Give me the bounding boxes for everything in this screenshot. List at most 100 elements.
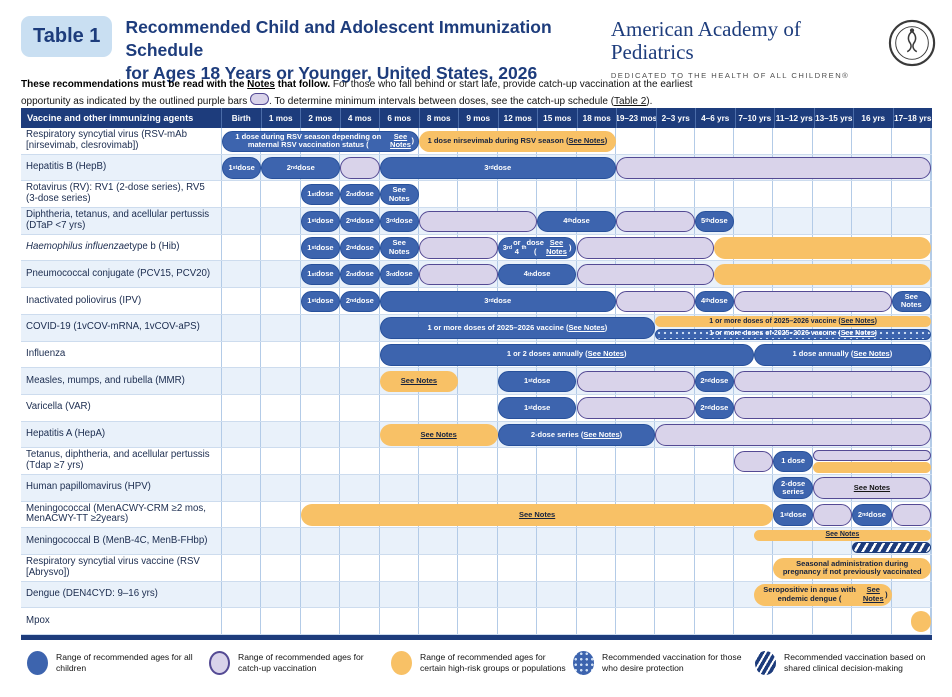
grid-cell	[695, 181, 735, 208]
grid-cell	[380, 474, 419, 501]
vaccine-name: Varicella (VAR)	[21, 394, 222, 421]
col-header: 15 mos	[538, 108, 578, 128]
table-row: Diphtheria, tetanus, and acellular pertu…	[21, 208, 932, 235]
grid-cell	[261, 608, 301, 635]
table-row: Meningococcal B (MenB-4C, MenB-FHbp) See …	[21, 528, 932, 555]
col-header: 17–18 yrs	[894, 113, 932, 123]
grid-cell	[380, 555, 419, 581]
grid-cell	[695, 581, 735, 608]
schedule-bar-purple	[418, 263, 498, 286]
grid-cell	[695, 555, 735, 581]
grid-cell	[616, 608, 656, 635]
grid-cell	[222, 581, 262, 608]
schedule-bar-blue: 2-dose series	[773, 477, 813, 499]
grid-cell	[655, 448, 695, 474]
grid-cell	[577, 474, 616, 501]
schedule-bar-blue: See Notes	[379, 183, 419, 206]
grid-cell	[813, 208, 853, 234]
grid-cell	[261, 181, 301, 208]
grid-cell	[222, 314, 262, 341]
grid-cell	[222, 208, 262, 234]
grid-cell	[734, 314, 774, 341]
grid-cell	[261, 341, 301, 368]
grid-cell	[498, 448, 538, 474]
grid-cell	[301, 448, 341, 474]
schedule-bar-orange: 1 or more doses of 2025–2026 vaccine (Se…	[655, 316, 931, 328]
grid-cell	[734, 528, 774, 554]
grid-cell	[498, 608, 538, 635]
grid-cell	[261, 528, 301, 554]
grid-cell	[498, 181, 538, 208]
grid-cell	[340, 368, 380, 394]
grid-cell	[852, 608, 892, 635]
grid-cell	[852, 208, 892, 234]
table-row: Influenza 1 or 2 doses annually (See Note…	[21, 341, 932, 369]
row-grid: 2-dose series See Notes	[222, 474, 932, 501]
grid-cell	[852, 448, 892, 474]
grid-cell	[655, 128, 695, 154]
grid-cell	[419, 555, 459, 581]
grid-cell	[340, 341, 380, 368]
grid-cell	[261, 581, 301, 608]
grid-cell	[301, 421, 341, 448]
legend-item: Recommended vaccination based on shared …	[755, 651, 934, 675]
intro-bold-text[interactable]: These recommendations must be read with …	[21, 79, 331, 90]
grid-cell	[380, 528, 419, 554]
schedule-bar-orange	[714, 237, 931, 259]
row-grid: 1 or 2 doses annually (See Notes) 1 dose …	[222, 341, 932, 368]
row-grid: See Notes	[222, 528, 932, 554]
table-number-badge: Table 1	[21, 16, 113, 57]
legend-item: Range of recommended ages for all childr…	[27, 651, 206, 675]
vaccine-name: Haemophilus influenzae type b (Hib)	[21, 234, 222, 261]
schedule-bar-blue: See Notes	[891, 290, 931, 313]
grid-cell	[261, 314, 301, 341]
table-row: Human papillomavirus (HPV) 2-dose series S…	[21, 474, 932, 502]
grid-cell	[301, 528, 341, 554]
grid-cell	[458, 474, 498, 501]
grid-cell	[458, 528, 498, 554]
grid-cell	[892, 448, 932, 474]
grid-cell	[892, 314, 932, 341]
grid-cell	[852, 128, 892, 154]
grid-cell	[773, 528, 813, 554]
vaccine-name: Hepatitis A (HepA)	[21, 421, 222, 448]
vaccine-name: Dengue (DEN4CYD: 9–16 yrs)	[21, 581, 222, 608]
vaccine-name: COVID-19 (1vCOV-mRNA, 1vCOV-aPS)	[21, 314, 222, 341]
age-column-headers: Birth 1 mos 2 mos 4 mos 6 mos 8 mos 9 mos 12 mo…	[222, 108, 932, 128]
table-header-row: Vaccine and other immunizing agents Birt…	[21, 108, 932, 128]
grid-cell	[655, 581, 695, 608]
grid-cell	[734, 474, 774, 501]
vaccine-name: Rotavirus (RV): RV1 (2-dose series), RV5…	[21, 181, 222, 208]
schedule-bar-purple	[891, 504, 931, 526]
grid-cell	[577, 528, 616, 554]
table-row: Meningococcal (MenACWY-CRM ≥2 mos, MenAC…	[21, 501, 932, 529]
page-header: Table 1 Recommended Child and Adolescent…	[21, 12, 936, 83]
schedule-bar-blue: 1 dose annually (See Notes)	[753, 344, 931, 366]
grid-cell	[261, 394, 301, 421]
grid-cell	[695, 314, 735, 341]
vaccine-name: Mpox	[21, 608, 222, 635]
grid-cell	[419, 394, 459, 421]
vaccine-name: Human papillomavirus (HPV)	[21, 474, 222, 501]
grid-cell	[616, 474, 656, 501]
grid-cell	[458, 368, 498, 394]
grid-cell	[852, 528, 892, 554]
intro-end-text[interactable]: . To determine minimum intervals between…	[269, 95, 653, 107]
grid-cell	[222, 501, 262, 528]
grid-cell	[222, 394, 262, 421]
grid-cell	[734, 128, 774, 154]
schedule-bar-orange: Seropositive in areas with endemic dengu…	[753, 584, 892, 606]
grid-cell	[261, 421, 301, 448]
grid-cell	[261, 234, 301, 261]
schedule-bar-purple	[734, 450, 774, 473]
